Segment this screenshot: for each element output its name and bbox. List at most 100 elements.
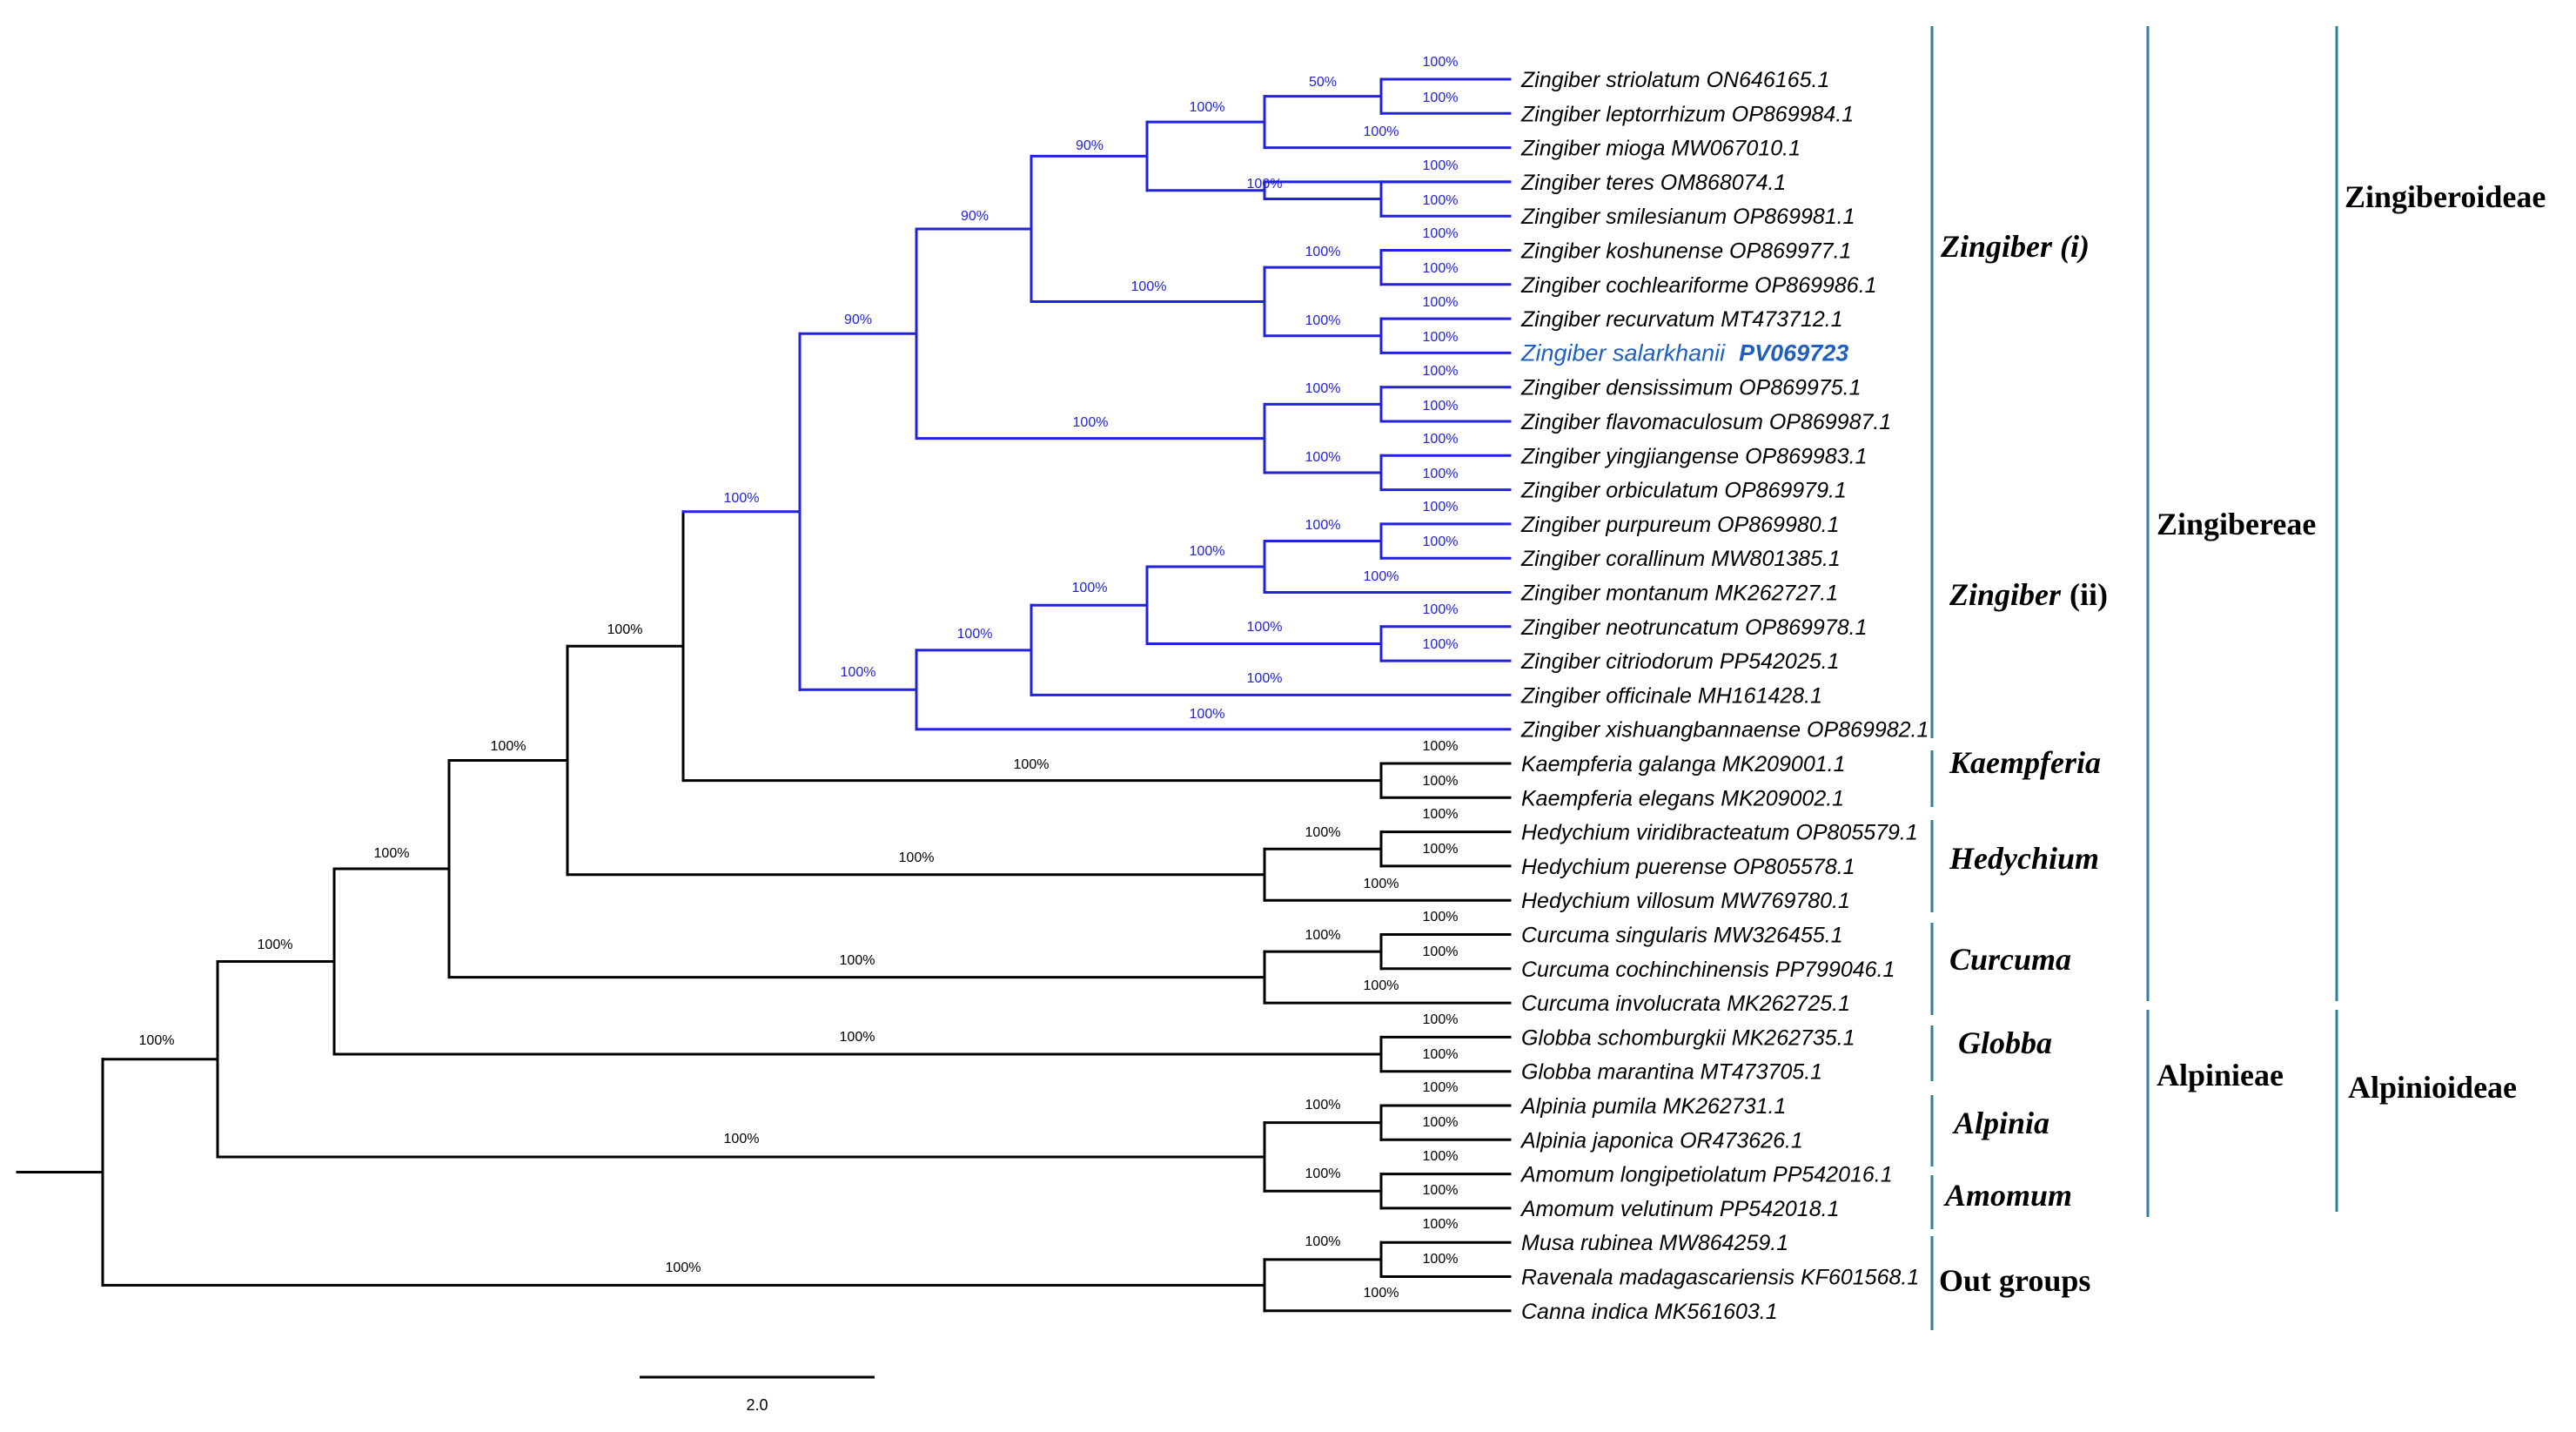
taxon-label: Zingiber recurvatum MT473712.1 bbox=[1520, 307, 1843, 332]
bootstrap-value: 100% bbox=[1423, 55, 1459, 70]
bootstrap-value: 100% bbox=[1423, 945, 1459, 959]
taxon-label: Zingiber neotruncatum OP869978.1 bbox=[1520, 615, 1867, 640]
taxon-label: Curcuma cochinchinensis PP799046.1 bbox=[1521, 958, 1895, 982]
taxon-label: Zingiber koshunense OP869977.1 bbox=[1520, 239, 1851, 264]
bootstrap-value: 100% bbox=[1423, 534, 1459, 549]
bootstrap-value: 100% bbox=[1423, 1080, 1459, 1095]
taxon-label: Zingiber mioga MW067010.1 bbox=[1520, 137, 1801, 161]
bootstrap-value: 100% bbox=[1014, 757, 1050, 772]
tribe-label-alpinieae: Alpinieae bbox=[2157, 1058, 2284, 1092]
bootstrap-value: 100% bbox=[1423, 842, 1459, 857]
bootstrap-value: 100% bbox=[1305, 1098, 1341, 1113]
bootstrap-value: 100% bbox=[1190, 544, 1225, 559]
bootstrap-value: 100% bbox=[1423, 637, 1459, 652]
bootstrap-value: 100% bbox=[1423, 1252, 1459, 1267]
bootstrap-value: 100% bbox=[1423, 399, 1459, 413]
taxon-label: Musa rubinea MW864259.1 bbox=[1521, 1231, 1788, 1255]
taxon-label: Globba schomburgkii MK262735.1 bbox=[1521, 1025, 1855, 1050]
bootstrap-value: 100% bbox=[1423, 1115, 1459, 1130]
taxon-label: Kaempferia elegans MK209002.1 bbox=[1521, 786, 1844, 810]
bootstrap-value: 100% bbox=[258, 938, 293, 952]
bootstrap-value: 100% bbox=[1190, 100, 1225, 115]
bootstrap-value: 100% bbox=[1364, 1286, 1399, 1301]
subfamily-label-zingiberoideae: Zingiberoideae bbox=[2345, 179, 2546, 214]
clade-label-outgroups: Out groups bbox=[1939, 1263, 2090, 1298]
bootstrap-value: 100% bbox=[666, 1261, 701, 1275]
taxon-label: Zingiber citriodorum PP542025.1 bbox=[1520, 649, 1839, 674]
bootstrap-value: 100% bbox=[1364, 124, 1399, 139]
clade-label-globba: Globba bbox=[1958, 1025, 2052, 1060]
clade-label-alpinia: Alpinia bbox=[1952, 1106, 2049, 1140]
taxon-label: Amomum velutinum PP542018.1 bbox=[1519, 1197, 1839, 1221]
clade-label-hedychium: Hedychium bbox=[1949, 841, 2099, 876]
taxon-label: Zingiber cochleariforme OP869986.1 bbox=[1520, 273, 1877, 298]
taxon-label: Alpinia japonica OR473626.1 bbox=[1519, 1128, 1803, 1153]
taxon-label: Zingiber flavomaculosum OP869987.1 bbox=[1520, 410, 1891, 434]
clade-brackets bbox=[1930, 26, 2338, 1330]
bootstrap-value: 100% bbox=[1131, 279, 1167, 294]
bootstrap-value: 100% bbox=[1423, 364, 1459, 379]
bootstrap-value: 100% bbox=[957, 627, 993, 642]
bootstrap-value: 100% bbox=[1423, 774, 1459, 789]
taxon-label: Zingiber salarkhanii PV069723 bbox=[1520, 340, 1848, 366]
bootstrap-value: 90% bbox=[961, 209, 989, 224]
scale-bar-label: 2.0 bbox=[746, 1396, 768, 1414]
bootstrap-value: 100% bbox=[1190, 707, 1225, 722]
bootstrap-value: 100% bbox=[491, 739, 527, 754]
bootstrap-value: 100% bbox=[1423, 500, 1459, 514]
bootstrap-value: 100% bbox=[1073, 415, 1109, 430]
taxon-label: Hedychium puerense OP805578.1 bbox=[1521, 855, 1855, 879]
bootstrap-value: 100% bbox=[1364, 877, 1399, 891]
bootstrap-value: 100% bbox=[724, 1132, 760, 1146]
bootstrap-value: 100% bbox=[1072, 581, 1108, 595]
clade-label-zingiber-i: Zingiber (i) bbox=[1940, 229, 2090, 264]
taxon-label: Alpinia pumila MK262731.1 bbox=[1519, 1094, 1786, 1119]
taxon-label: Hedychium viridibracteatum OP805579.1 bbox=[1521, 821, 1918, 845]
scale-bar: 2.0 bbox=[640, 1375, 875, 1414]
taxon-label: Zingiber teres OM868074.1 bbox=[1520, 171, 1786, 195]
taxon-label: Amomum longipetiolatum PP542016.1 bbox=[1519, 1163, 1893, 1187]
bootstrap-value: 100% bbox=[1423, 807, 1459, 822]
bootstrap-value: 100% bbox=[1423, 226, 1459, 241]
taxon-label: Zingiber purpureum OP869980.1 bbox=[1520, 513, 1840, 537]
bootstrap-value: 100% bbox=[1305, 928, 1341, 943]
bootstrap-value: 100% bbox=[1364, 978, 1399, 993]
bootstrap-value: 100% bbox=[1423, 261, 1459, 276]
bootstrap-value: 100% bbox=[1305, 1234, 1341, 1249]
taxon-label: Zingiber yingjiangense OP869983.1 bbox=[1520, 444, 1868, 468]
taxon-label: Zingiber officinale MH161428.1 bbox=[1520, 683, 1822, 708]
taxon-label: Kaempferia galanga MK209001.1 bbox=[1521, 752, 1846, 777]
bootstrap-value: 100% bbox=[1305, 381, 1341, 396]
bootstrap-value: 100% bbox=[899, 850, 935, 865]
bootstrap-value: 100% bbox=[1423, 158, 1459, 173]
bootstrap-value: 100% bbox=[1423, 1012, 1459, 1027]
bootstrap-value: 90% bbox=[844, 313, 872, 327]
taxon-label: Ravenala madagascariensis KF601568.1 bbox=[1521, 1266, 1919, 1290]
bootstrap-value: 100% bbox=[1364, 569, 1399, 584]
bootstrap-value: 100% bbox=[840, 953, 875, 968]
bootstrap-value: 100% bbox=[374, 846, 410, 861]
subfamily-label-alpinioideae: Alpinioideae bbox=[2348, 1070, 2517, 1105]
tribe-label-zingibereae: Zingibereae bbox=[2157, 507, 2316, 541]
bootstrap-value: 50% bbox=[1309, 75, 1337, 90]
bootstrap-value: 100% bbox=[1423, 1217, 1459, 1232]
taxon-label: Zingiber leptorrhizum OP869984.1 bbox=[1520, 102, 1854, 126]
bootstrap-value: 90% bbox=[1076, 138, 1104, 153]
bootstrap-value: 100% bbox=[1423, 193, 1459, 208]
taxon-label: Zingiber smilesianum OP869981.1 bbox=[1520, 205, 1855, 229]
bootstrap-value: 100% bbox=[841, 665, 876, 680]
taxon-label: Curcuma singularis MW326455.1 bbox=[1521, 924, 1843, 948]
taxon-label: Globba marantina MT473705.1 bbox=[1521, 1060, 1822, 1085]
taxon-label: Zingiber corallinum MW801385.1 bbox=[1520, 547, 1841, 571]
bootstrap-value: 100% bbox=[840, 1030, 875, 1045]
taxon-label: Curcuma involucrata MK262725.1 bbox=[1521, 992, 1850, 1016]
taxon-label: Zingiber densissimum OP869975.1 bbox=[1520, 376, 1861, 400]
bootstrap-value: 100% bbox=[607, 622, 643, 637]
tree-branches: 100% 100% 100% 100% 100% 100% 90% 90% 90% 100% 50%… bbox=[16, 55, 1512, 1313]
taxon-label: Zingiber montanum MK262727.1 bbox=[1520, 582, 1838, 606]
taxon-label: Zingiber striolatum ON646165.1 bbox=[1520, 68, 1829, 92]
bootstrap-value: 100% bbox=[1423, 467, 1459, 481]
bootstrap-value: 100% bbox=[1305, 518, 1341, 533]
taxon-label: Zingiber orbiculatum OP869979.1 bbox=[1520, 479, 1847, 503]
